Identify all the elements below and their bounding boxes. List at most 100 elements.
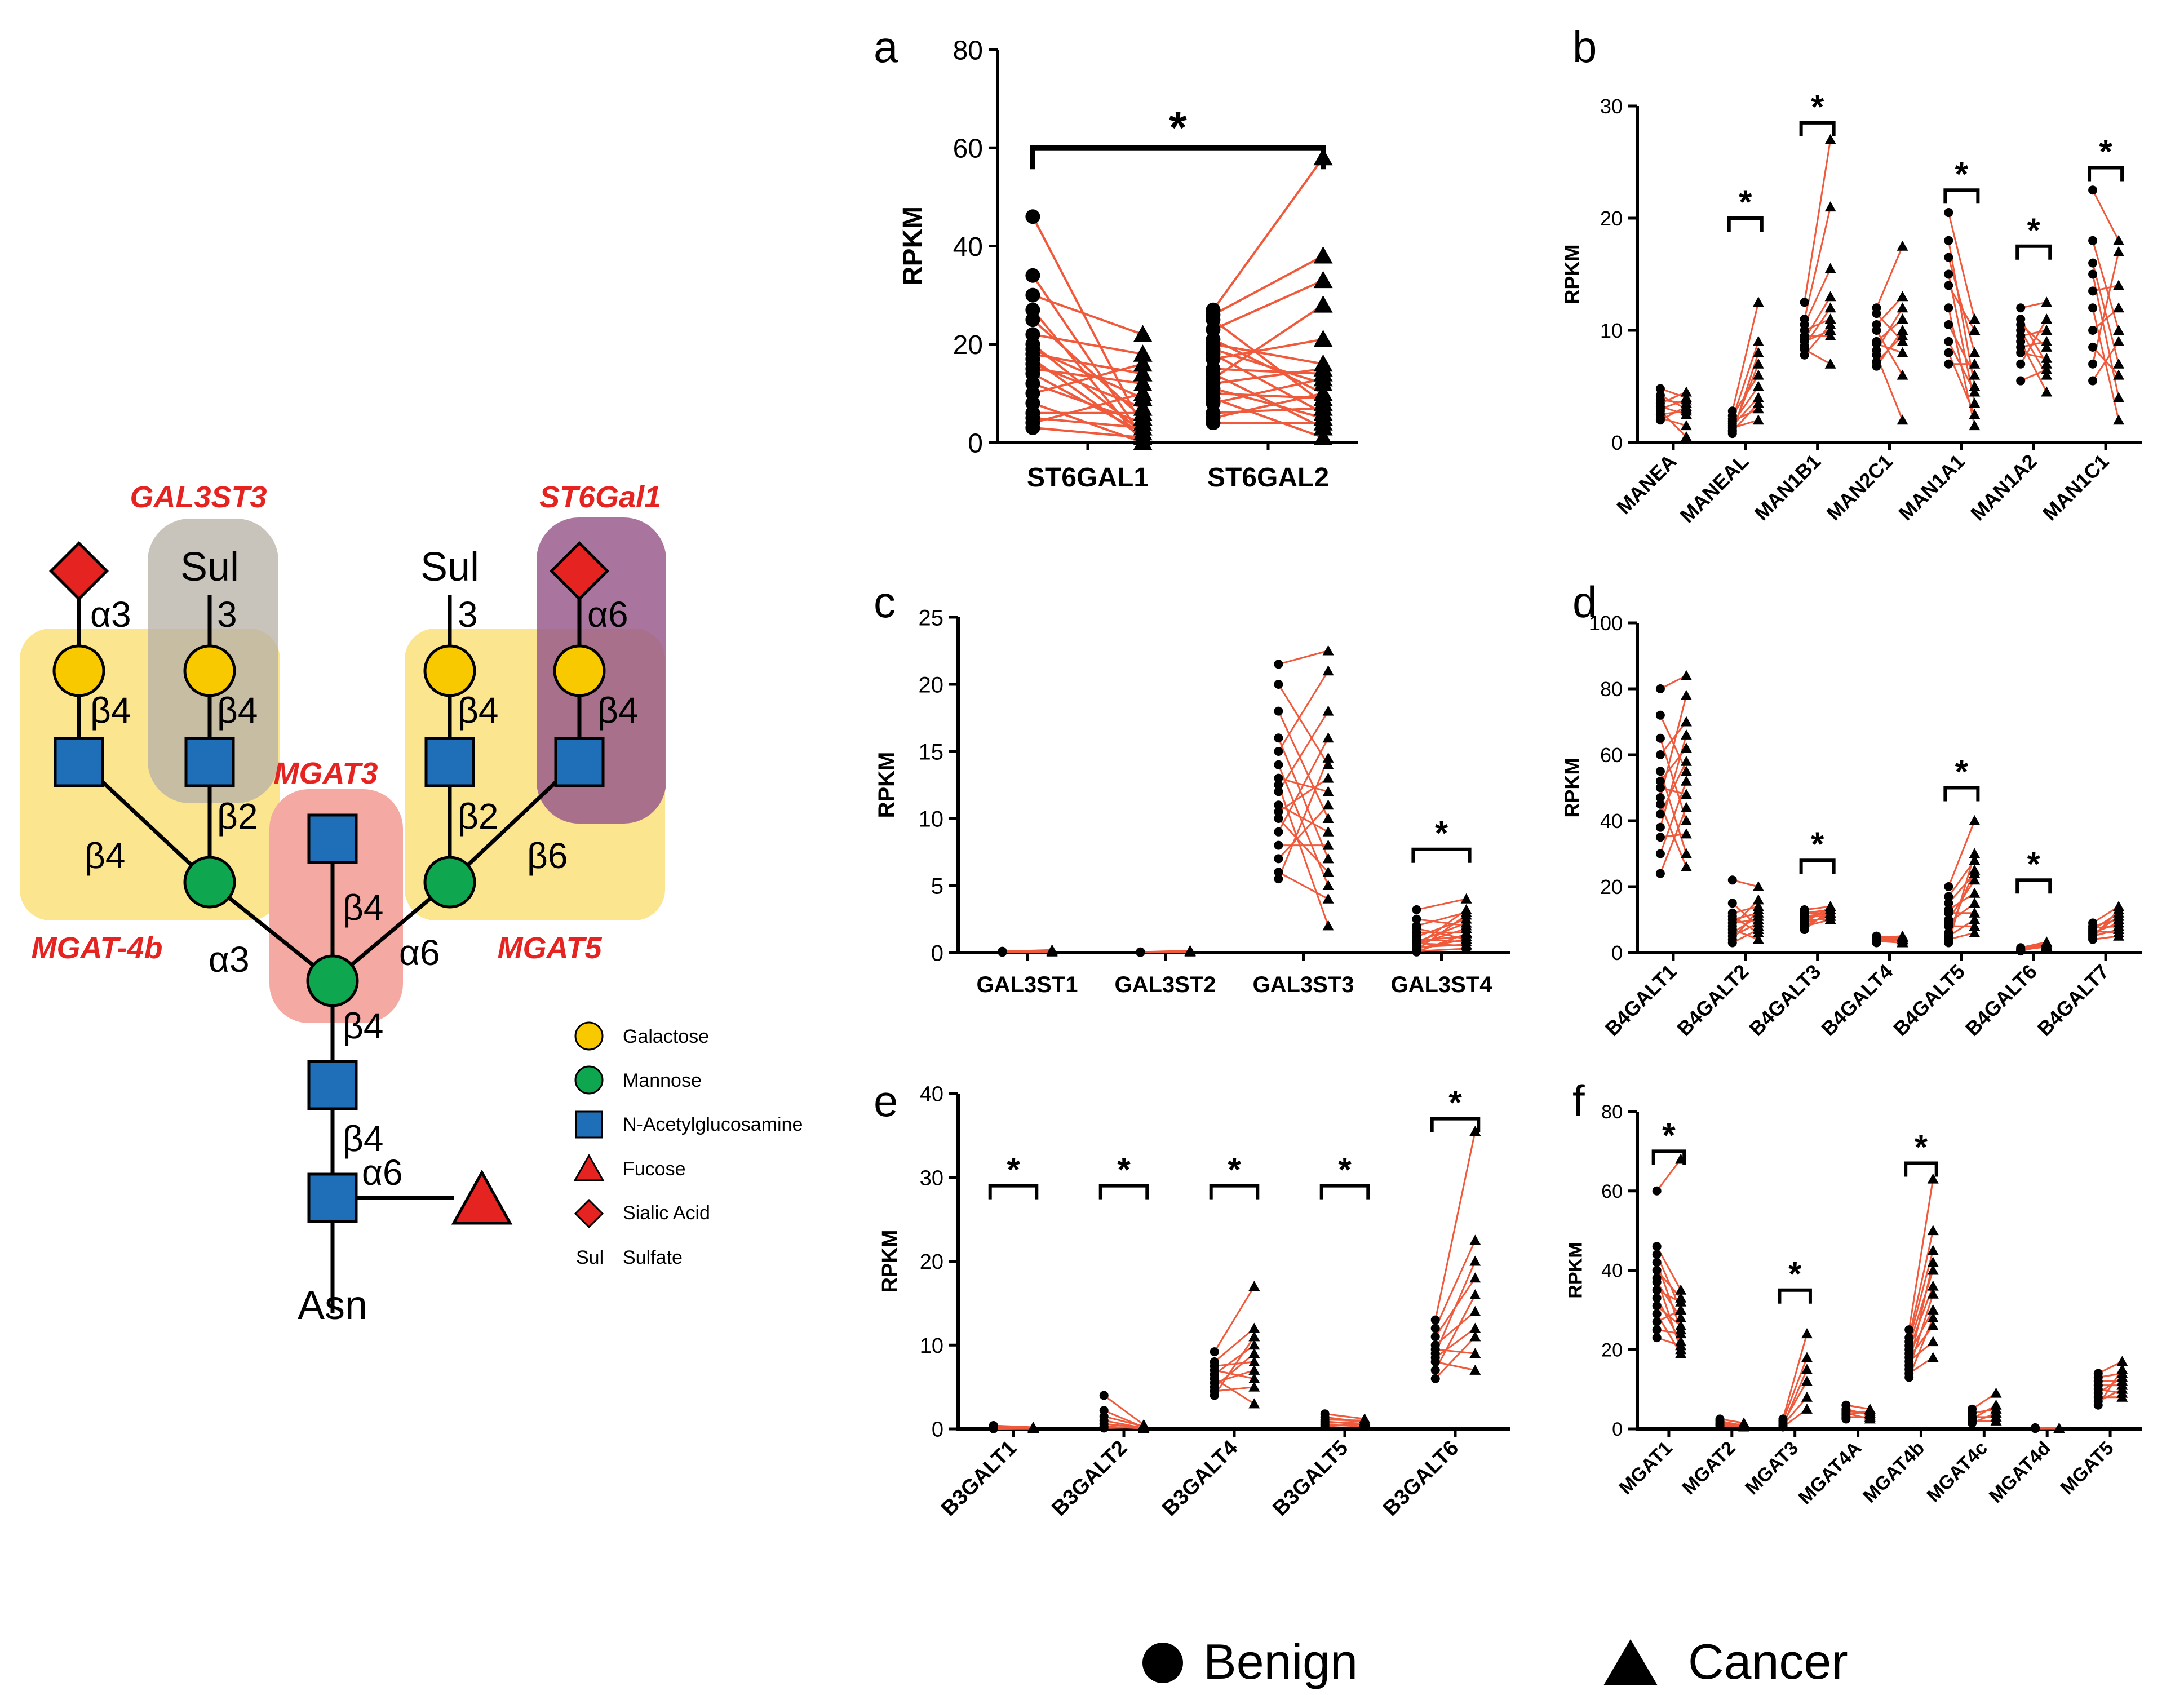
paired-line [1033,426,1143,439]
cancer-legend-icon [1603,1639,1658,1685]
benign-point [1872,361,1881,371]
benign-point [1652,1265,1662,1275]
linkage-label: β4 [90,690,131,731]
benign-point [1430,1374,1440,1383]
significance-bracket [1799,858,1836,874]
glcnac-4-icon [554,737,605,787]
paired-line [1947,853,1975,943]
cancer-point [1469,1255,1481,1266]
cancer-point [1322,645,1334,656]
paired-line [1278,710,1329,819]
cancer-point [1897,414,1908,425]
cancer-point [2113,369,2125,380]
significance-star: * [1228,1151,1241,1189]
benign-point [1320,1422,1330,1431]
cancer-point [1680,386,1692,397]
cancer-point [1824,914,1836,924]
linkage-label: β4 [85,835,125,876]
x-tick-label: MGAT5 [2056,1437,2117,1499]
benign-point [1430,1324,1440,1333]
y-tick-label: 40 [1601,1260,1623,1282]
benign-point [1412,905,1421,914]
cancer-point [2113,930,2125,941]
glycan-diagram: α3 3 3 α6 β4 β4 β4 β4 β4 β2 β2 β6 β4 α3 … [20,480,803,1328]
x-tick-label: MGAT1 [1615,1437,1676,1499]
legend-mannose-icon [574,1065,604,1095]
cancer-point [1680,861,1692,871]
paired-line [1908,1230,1934,1338]
significance-star: * [1739,183,1752,221]
benign-point [1655,793,1665,803]
benign-point [1652,1293,1662,1303]
cancer-point [1322,853,1334,864]
significance-bracket [2088,166,2124,182]
cancer-point [1824,291,1836,302]
cancer-point [2041,352,2053,363]
cancer-point [1680,420,1692,431]
benign-point [1274,807,1283,817]
cancer-point [1897,335,1908,346]
y-tick-label: 15 [919,740,944,764]
chart-panel-b: b0102030RPKMMANEAMANEALMAN1B1MAN2C1MAN1A… [1560,22,2142,528]
cancer-point [2041,341,2053,352]
benign-point [1800,298,1809,307]
panel-label: e [874,1076,898,1126]
benign-legend-label: Benign [1203,1634,1358,1689]
asn-label: Asn [298,1283,367,1328]
benign-point [1727,875,1737,885]
cancer-point [1322,839,1334,850]
benign-point [1412,914,1421,924]
paired-line [1103,1395,1145,1426]
benign-point [1025,287,1040,303]
paired-line [1416,948,1467,953]
paired-line [1213,338,1323,360]
benign-point [1274,854,1283,864]
cancer-point [1752,414,1764,425]
benign-point [1274,773,1283,783]
benign-point [1274,787,1283,796]
benign-point [1655,783,1665,793]
paired-line [2020,369,2047,382]
cancer-point [2113,924,2125,935]
cancer-point [1897,930,1908,941]
linkage-label: β4 [343,1118,383,1159]
cancer-point [1801,1364,1813,1374]
cancer-point [1897,313,1908,324]
benign-point [1099,1423,1109,1433]
chart-panel-c: c 0 5 10 15 20 25 RPKM GAL3ST1 GAL3ST2 GAL3ST3 GAL3… [874,577,1510,997]
paired-line [2092,189,2120,241]
cancer-point [1248,1331,1260,1342]
cancer-point [1248,1364,1260,1375]
paired-line [1214,1361,1255,1367]
cancer-point [1969,855,1981,865]
paired-line [1212,255,1324,316]
cancer-point [1133,364,1153,382]
significance-bracket [1943,786,1980,802]
cancer-point [1990,1415,2002,1426]
benign-point [1655,384,1665,393]
benign-point [1944,938,1953,948]
cancer-point [1248,1381,1260,1392]
cancer-point [1138,1422,1150,1432]
cancer-point [1680,815,1692,825]
cancer-point [1133,325,1153,342]
cancer-point [1322,813,1334,823]
cancer-point [1969,907,1981,918]
significance-bracket [1904,1161,1938,1177]
benign-point [1944,320,1953,330]
benign-point [1727,938,1737,948]
significance-star: * [2027,845,2041,883]
y-tick-label: 40 [920,1083,943,1107]
cancer-point [1752,881,1764,891]
significance-bracket [1727,216,1764,232]
significance-star: * [1338,1151,1352,1189]
cancer-point [1313,246,1333,264]
benign-point [1944,236,1953,245]
cancer-point [1864,1411,1876,1422]
cancer-point [1675,1304,1687,1315]
y-tick-label: 20 [1601,1339,1623,1361]
y-tick-label: 20 [953,330,983,360]
cancer-point [1969,864,1981,875]
benign-legend-icon [1142,1643,1183,1683]
benign-point [1136,948,1145,957]
